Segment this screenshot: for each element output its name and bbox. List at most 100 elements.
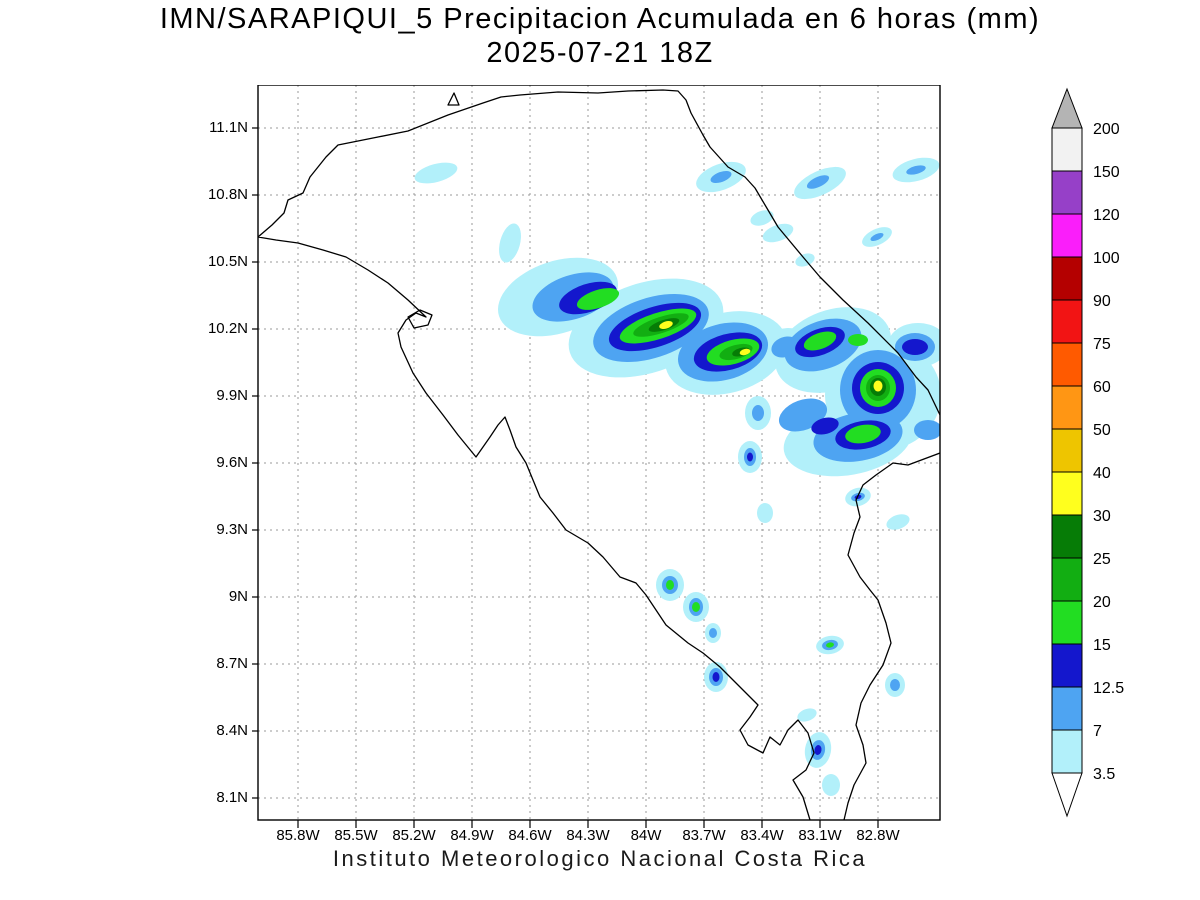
lat-tick-label: 11.1N [209,119,248,136]
lon-tick-label: 84.6W [508,827,552,844]
lat-tick-label: 8.4N [216,722,248,739]
lat-tick-label: 10.5N [207,253,248,270]
precip-cell [890,679,900,691]
colorbar-box [1051,514,1083,559]
lon-tick-label: 85.2W [392,827,436,844]
colorbar-top-arrow [1051,87,1083,129]
precip-cell [710,170,732,184]
colorbar-box [1051,686,1083,731]
lat-tick-label: 8.7N [216,655,248,672]
colorbar-box [1051,643,1083,688]
lat-tick-label: 9.3N [216,521,248,538]
precip-cell [914,420,940,440]
axis-ticks [252,127,879,828]
colorbar-label: 40 [1093,465,1111,482]
colorbar-box [1051,385,1083,430]
precip-cell [870,232,884,242]
plot-border [257,84,941,821]
precip-cell [692,602,700,612]
precip-cell [814,745,822,755]
lon-tick-label: 85.8W [276,827,320,844]
colorbar-bottom-arrow [1051,772,1083,818]
lat-tick-label: 9.9N [216,387,248,404]
colorbar-box [1051,256,1083,301]
precip-cell [811,417,839,435]
colorbar-label: 25 [1093,551,1111,568]
colorbar-box [1051,557,1083,602]
colorbar-box [1051,428,1083,473]
precip-cell [712,672,720,682]
lat-tick-label: 10.2N [207,320,248,337]
colorbar-label: 50 [1093,422,1111,439]
colorbar-box [1051,342,1083,387]
chart-titles: IMN/SARAPIQUI_5 Precipitacion Acumulada … [0,2,1200,70]
precip-cell [848,334,868,346]
colorbar-label: 7 [1093,723,1102,740]
precip-cell [797,708,817,722]
colorbar-label: 120 [1093,207,1120,224]
lon-tick-label: 83.7W [682,827,726,844]
islet-triangle [447,92,460,106]
precip-cell [822,774,840,796]
precip-cell [752,405,764,421]
lon-tick-label: 83.4W [740,827,784,844]
chart-subtitle: 2025-07-21 18Z [486,37,714,69]
chart-title: IMN/SARAPIQUI_5 Precipitacion Acumulada … [159,3,1041,35]
precip-cell [499,223,521,263]
lon-tick-label: 83.1W [798,827,842,844]
colorbar-box [1051,729,1083,774]
precip-map [252,84,941,828]
colorbar-box [1051,170,1083,215]
colorbar-svg: 200 150 120 100 90 75 60 50 40 30 25 20 15 12.5 7 3.5 [1051,87,1124,818]
precip-cell [873,380,883,392]
colorbar-box [1051,471,1083,516]
colorbar-label: 30 [1093,508,1111,525]
lat-tick-label: 10.8N [207,186,248,203]
precip-cell [902,339,928,355]
colorbar-label: 100 [1093,250,1120,267]
lon-tick-label: 84W [630,827,662,844]
precip-cell [739,348,751,356]
map-plot [252,84,946,831]
precip-cell [414,162,458,184]
coastline-layer [258,89,940,820]
lon-tick-label: 84.3W [566,827,610,844]
colorbar-label: 60 [1093,379,1111,396]
lat-tick-label: 9.6N [216,454,248,471]
precip-cell [576,288,620,310]
precip-cell [747,452,753,462]
colorbar-label: 150 [1093,164,1120,181]
precip-cell [906,165,926,175]
colorbar-label: 20 [1093,594,1111,611]
precip-cell [803,331,837,351]
colorbar-box [1051,127,1083,172]
panama-border [843,452,940,820]
precip-cells-layer [414,157,940,796]
precip-cell [762,223,794,243]
footer-caption: Instituto Meteorologico Nacional Costa R… [332,846,868,871]
precip-cell [826,642,834,648]
precip-cell [750,210,774,226]
colorbar-box [1051,299,1083,344]
colorbar-label: 12.5 [1093,680,1124,697]
colorbar-label: 15 [1093,637,1111,654]
lake-outline [407,309,433,329]
colorbar-label: 3.5 [1093,766,1115,783]
precip-cell [886,514,910,530]
precip-cell [659,321,673,329]
colorbar-label: 200 [1093,121,1120,138]
colorbar-box [1051,600,1083,645]
colorbar: 200 150 120 100 90 75 60 50 40 30 25 20 15 12.5 7 3.5 [1048,83,1198,828]
lat-tick-label: 9N [228,588,248,605]
lon-tick-label: 85.5W [334,827,378,844]
precip-cell [666,580,674,590]
precip-cell [709,628,717,638]
lat-tick-label: 8.1N [216,789,248,806]
precip-cell [757,503,773,523]
lon-tick-label: 82.8W [856,827,900,844]
colorbar-box [1051,213,1083,258]
precip-cell [806,175,830,189]
lon-tick-label: 84.9W [450,827,494,844]
precip-cell [845,424,881,444]
colorbar-label: 75 [1093,336,1111,353]
